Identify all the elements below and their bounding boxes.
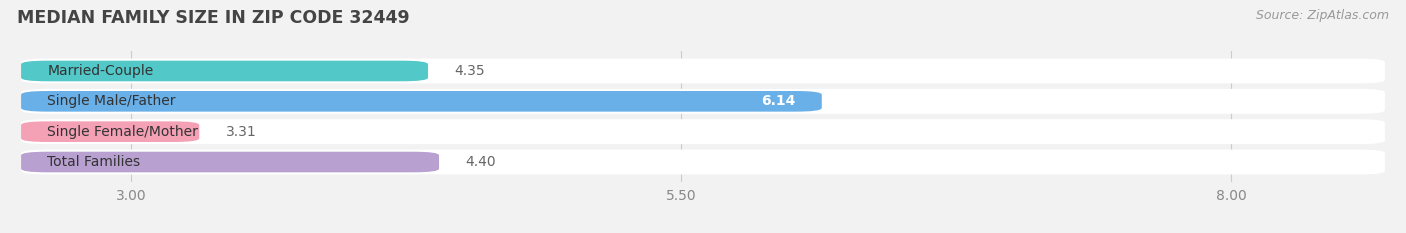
Text: Source: ZipAtlas.com: Source: ZipAtlas.com (1256, 9, 1389, 22)
FancyBboxPatch shape (21, 119, 1385, 144)
FancyBboxPatch shape (21, 58, 1385, 83)
Text: 4.40: 4.40 (465, 155, 496, 169)
Text: Single Male/Father: Single Male/Father (48, 94, 176, 108)
Text: Married-Couple: Married-Couple (48, 64, 153, 78)
Text: 4.35: 4.35 (454, 64, 485, 78)
Text: 3.31: 3.31 (226, 125, 256, 139)
Text: Single Female/Mother: Single Female/Mother (48, 125, 198, 139)
FancyBboxPatch shape (21, 61, 427, 81)
Text: Total Families: Total Families (48, 155, 141, 169)
FancyBboxPatch shape (21, 91, 821, 112)
Text: MEDIAN FAMILY SIZE IN ZIP CODE 32449: MEDIAN FAMILY SIZE IN ZIP CODE 32449 (17, 9, 409, 27)
FancyBboxPatch shape (21, 89, 1385, 114)
FancyBboxPatch shape (21, 150, 1385, 175)
Text: 6.14: 6.14 (761, 94, 796, 108)
FancyBboxPatch shape (21, 152, 439, 172)
FancyBboxPatch shape (21, 121, 200, 142)
